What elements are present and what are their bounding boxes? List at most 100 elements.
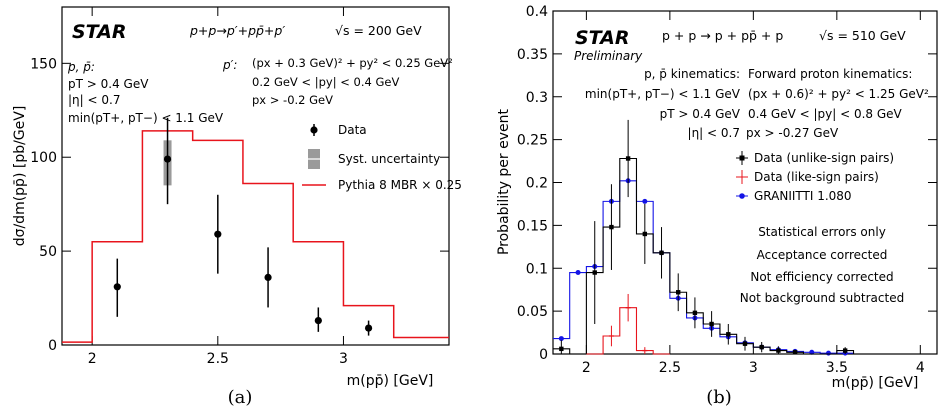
cut-a-right-title: p′:	[222, 58, 237, 72]
unlike-sign-point	[742, 341, 748, 346]
unlike-sign-point	[842, 348, 848, 353]
panel-b: 2 2.5 3 3.5 4 0 0.05 0.1 0.15 0.2 0.25 0.3 0.35 0.4 S…	[496, 4, 938, 407]
panel-b-ytick-label: 0	[539, 347, 548, 363]
cut-b-right-3: px > -0.27 GeV	[746, 126, 839, 140]
data-point	[113, 283, 121, 291]
unlike-sign-point	[659, 250, 664, 256]
data-point	[364, 324, 373, 332]
panel-a-ytick-label: 150	[30, 56, 57, 72]
unlike-sign-point	[776, 348, 781, 353]
panel-a-ytick-label: 0	[48, 338, 57, 354]
legend-a-pythia-label: Pythia 8 MBR × 0.25	[338, 178, 462, 192]
unlike-sign-point	[676, 290, 681, 295]
data-point	[163, 155, 172, 163]
panel-b-label: (b)	[706, 387, 732, 407]
panel-b-ytick-label: 0.35	[517, 47, 548, 63]
panel-b-xtick-label: 3	[749, 360, 758, 376]
panel-b-ytick-label: 0.2	[526, 176, 548, 192]
panel-a-xtick-label: 2	[88, 351, 97, 367]
panel-b-xtick-label: 3.5	[826, 360, 848, 376]
preliminary-b: Preliminary	[574, 49, 643, 63]
graniitti-point	[558, 336, 564, 342]
panel-b-xtick-label: 4	[916, 360, 925, 376]
panel-b-histograms	[553, 119, 937, 356]
panel-a-frame	[61, 6, 450, 346]
panel-a: 2 2.5 3 0 50 100 150 STAR p+p→p′+pp̄+p′ √s = 2…	[12, 6, 462, 407]
unlike-sign-point	[609, 224, 614, 230]
legend-a-data-marker	[310, 126, 318, 134]
unlike-sign-point	[759, 344, 764, 350]
legend-b-graniitti-marker	[739, 193, 745, 199]
legend-b: Data (unlike-sign pairs) Data (like-sign…	[736, 151, 894, 203]
cut-a-right-1: 0.2 GeV < |py| < 0.4 GeV	[252, 75, 399, 89]
panel-a-ytick-label: 100	[30, 150, 57, 166]
panel-a-data-points	[113, 117, 373, 336]
process-b: p + p → p + pp̄ + p	[662, 28, 783, 43]
cut-a-left-1: pT > 0.4 GeV	[68, 77, 149, 91]
cut-b-left-3: |η| < 0.7	[688, 126, 740, 140]
note-b-2: Not efficiency corrected	[750, 270, 893, 284]
cut-a-left-0: p, p̄:	[67, 60, 95, 74]
ylabel-a: dσ/dm(pp̄) [pb/GeV]	[12, 106, 28, 247]
cut-b-right-2: 0.4 GeV < |py| < 0.8 GeV	[748, 107, 903, 121]
cut-a-left-2: |η| < 0.7	[68, 93, 120, 107]
cut-b-left-2: pT > 0.4 GeV	[660, 107, 741, 121]
note-b-0: Statistical errors only	[758, 225, 886, 239]
legend-b-like-label: Data (like-sign pairs)	[754, 170, 879, 184]
unlike-sign-point	[726, 332, 731, 337]
legend-a: Data Syst. uncertainty Pythia 8 MBR × 0.…	[302, 123, 462, 192]
unlike-sign-point	[592, 270, 597, 275]
energy-b: √s = 510 GeV	[819, 28, 906, 43]
unlike-sign-point	[792, 350, 798, 355]
panel-a-xtick-label: 3	[339, 351, 348, 367]
cut-b-left-1: min(pT+, pT−) < 1.1 GeV	[585, 87, 741, 101]
unlike-sign-point	[709, 321, 714, 327]
unlike-sign-point	[625, 156, 631, 161]
panel-b-ytick-label: 0.3	[526, 90, 548, 106]
legend-a-syst-label: Syst. uncertainty	[338, 152, 440, 166]
unlike-sign-point	[642, 231, 648, 237]
graniitti-point	[825, 350, 831, 356]
legend-b-graniitti-label: GRANIITTI 1.080	[754, 189, 852, 203]
legend-a-data-label: Data	[338, 123, 367, 137]
panel-b-ytick-label: 0.05	[517, 304, 548, 320]
energy-a: √s = 200 GeV	[335, 23, 422, 38]
data-point	[214, 230, 222, 238]
panel-b-xtick-label: 2.5	[659, 360, 681, 376]
unlike-sign-histogram	[553, 157, 937, 355]
panel-b-ytick-label: 0.25	[517, 133, 548, 149]
cut-a-right-0: (px + 0.3 GeV)² + py² < 0.25 GeV²	[252, 56, 453, 70]
legend-b-unlike-label: Data (unlike-sign pairs)	[754, 151, 894, 165]
panel-b-ytick-label: 0.1	[526, 261, 548, 277]
panel-b-ytick-label: 0.15	[517, 218, 548, 234]
panel-b-ticks: 2 2.5 3 3.5 4 0 0.05 0.1 0.15 0.2 0.25 0.3 0.35 0.4	[517, 4, 937, 376]
cut-b-left-0: p, p̄ kinematics:	[644, 67, 740, 81]
star-logo-a: STAR	[72, 21, 127, 43]
graniitti-point	[642, 198, 648, 204]
cut-a-left-3: min(pT+, pT−) < 1.1 GeV	[68, 111, 224, 125]
panel-a-label: (a)	[228, 387, 253, 407]
process-a: p+p→p′+pp̄+p′	[189, 23, 285, 38]
panel-a-ytick-label: 50	[39, 244, 57, 260]
pythia-histogram-line	[62, 130, 449, 343]
data-point	[264, 273, 272, 281]
panel-b-ytick-label: 0.4	[526, 4, 548, 20]
data-point	[314, 316, 322, 325]
cut-a-right-2: px > -0.2 GeV	[252, 93, 333, 107]
star-logo-b: STAR	[575, 27, 630, 49]
ylabel-b: Probability per event	[496, 108, 512, 255]
panel-b-xtick-label: 2	[582, 360, 591, 376]
panel-a-pythia-histogram	[62, 130, 449, 343]
cut-b-right-0: Forward proton kinematics:	[748, 67, 912, 81]
cut-b-right-1: (px + 0.6)² + py² < 1.25 GeV²	[748, 87, 929, 101]
unlike-sign-point	[692, 310, 698, 316]
graniitti-histogram	[553, 180, 937, 355]
xlabel-a: m(pp̄) [GeV]	[347, 373, 434, 389]
xlabel-b: m(pp̄) [GeV]	[832, 375, 919, 391]
legend-b-unlike-marker	[739, 155, 745, 161]
graniitti-point	[575, 270, 581, 276]
note-b-3: Not background subtracted	[740, 291, 904, 305]
note-b-1: Acceptance corrected	[757, 248, 888, 262]
panel-a-ticks: 2 2.5 3 0 50 100 150	[30, 7, 449, 367]
